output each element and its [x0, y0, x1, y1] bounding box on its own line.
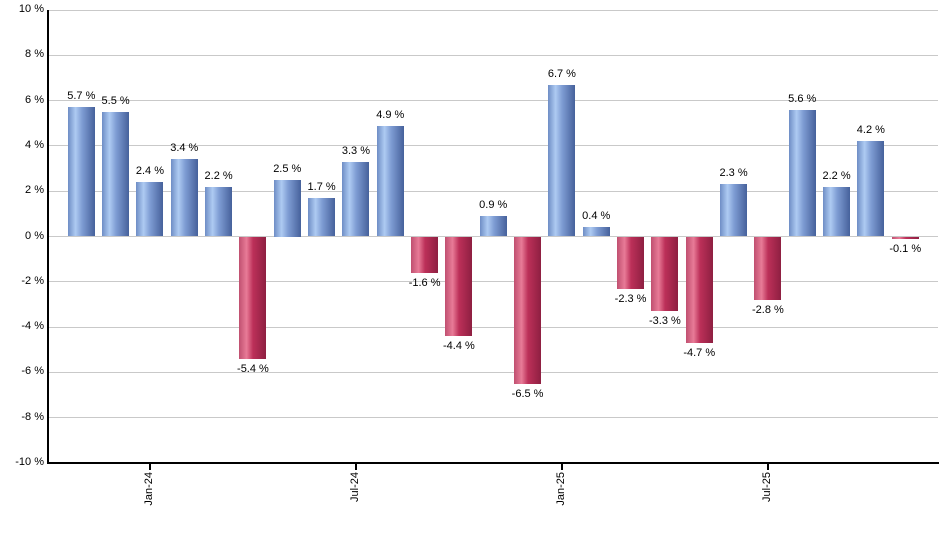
y-axis-line [47, 10, 49, 463]
bar-value-label: -1.6 % [408, 276, 441, 289]
bar [720, 184, 748, 237]
bar [548, 84, 576, 237]
bar [411, 236, 439, 273]
bar-value-label: 2.5 % [273, 162, 302, 175]
gridline [48, 281, 938, 283]
bar [239, 236, 267, 359]
y-axis-tick-label: 4 % [25, 138, 44, 151]
bar [342, 161, 370, 237]
bar-value-label: 5.5 % [101, 94, 130, 107]
bar-value-label: 4.2 % [856, 124, 885, 137]
bar-value-label: -0.1 % [889, 242, 922, 255]
bar-value-label: 4.9 % [376, 108, 405, 121]
gridline [48, 236, 938, 237]
bar [136, 182, 164, 237]
x-axis-tick-label: Jan-24 [142, 472, 155, 506]
gridline [48, 145, 938, 147]
gridline [48, 326, 938, 328]
y-axis-tick-label: 8 % [25, 48, 44, 61]
bar-value-label: 3.3 % [341, 144, 370, 157]
y-axis-tick-label: -4 % [21, 320, 44, 333]
gridline [48, 9, 938, 11]
bar-value-label: 6.7 % [547, 67, 576, 80]
bar-value-label: 0.9 % [479, 199, 508, 212]
bar [445, 236, 473, 337]
x-axis-tick-label: Jan-25 [554, 472, 567, 506]
y-axis-tick-label: -6 % [21, 365, 44, 378]
y-axis-tick-label: 0 % [25, 229, 44, 242]
bar [651, 236, 679, 312]
bar [514, 236, 542, 384]
bar-value-label: 2.2 % [822, 169, 851, 182]
bar-value-label: 2.4 % [135, 165, 165, 178]
bar-value-label: 5.6 % [788, 92, 817, 105]
bar-value-label: 2.2 % [204, 169, 233, 182]
y-axis-tick-label: -2 % [21, 274, 44, 287]
bar [891, 236, 919, 239]
x-axis-tick-label: Jul-24 [348, 472, 361, 502]
x-axis-tick [561, 464, 563, 470]
bar-value-label: -5.4 % [237, 362, 269, 375]
bar [102, 111, 130, 237]
bar [754, 236, 782, 300]
gridline [48, 190, 938, 192]
bar-value-label: -4.4 % [443, 340, 475, 353]
bar-value-label: 3.4 % [170, 142, 199, 155]
bar [788, 109, 816, 237]
bar-value-label: -2.3 % [614, 292, 647, 305]
bar [857, 141, 885, 237]
bar-value-label: -4.7 % [683, 346, 716, 359]
bar-value-label: -2.8 % [751, 303, 784, 316]
y-axis-tick-label: -8 % [21, 410, 44, 423]
y-axis-tick-label: 10 % [18, 3, 44, 15]
bar [582, 227, 610, 237]
bar [376, 125, 404, 237]
bar-value-label: 1.7 % [307, 180, 336, 193]
bar [308, 197, 336, 237]
bar-value-label: 2.3 % [719, 167, 748, 180]
bar [205, 186, 233, 237]
bar-value-label: 5.7 % [67, 90, 96, 103]
gridline [48, 417, 938, 419]
y-axis-tick-label: 2 % [25, 184, 44, 197]
bar [685, 236, 713, 343]
bar [67, 107, 95, 237]
bar-value-label: -6.5 % [511, 387, 544, 400]
y-axis-tick-label: -10 % [15, 456, 44, 468]
y-axis-tick-label: 6 % [25, 93, 44, 106]
x-axis-tick [767, 464, 769, 470]
gridline [48, 54, 938, 56]
bar [479, 216, 507, 237]
bar [170, 159, 198, 237]
gridline [48, 371, 938, 373]
gridline [48, 100, 938, 102]
x-axis-tick [149, 464, 151, 470]
x-axis-tick [355, 464, 357, 470]
bar [273, 179, 301, 237]
bar [823, 186, 851, 237]
bar [617, 236, 645, 289]
bar-value-label: 0.4 % [582, 210, 611, 223]
bar-value-label: -3.3 % [649, 315, 681, 328]
x-axis-tick-label: Jul-25 [760, 472, 773, 502]
x-axis-line [47, 462, 939, 464]
